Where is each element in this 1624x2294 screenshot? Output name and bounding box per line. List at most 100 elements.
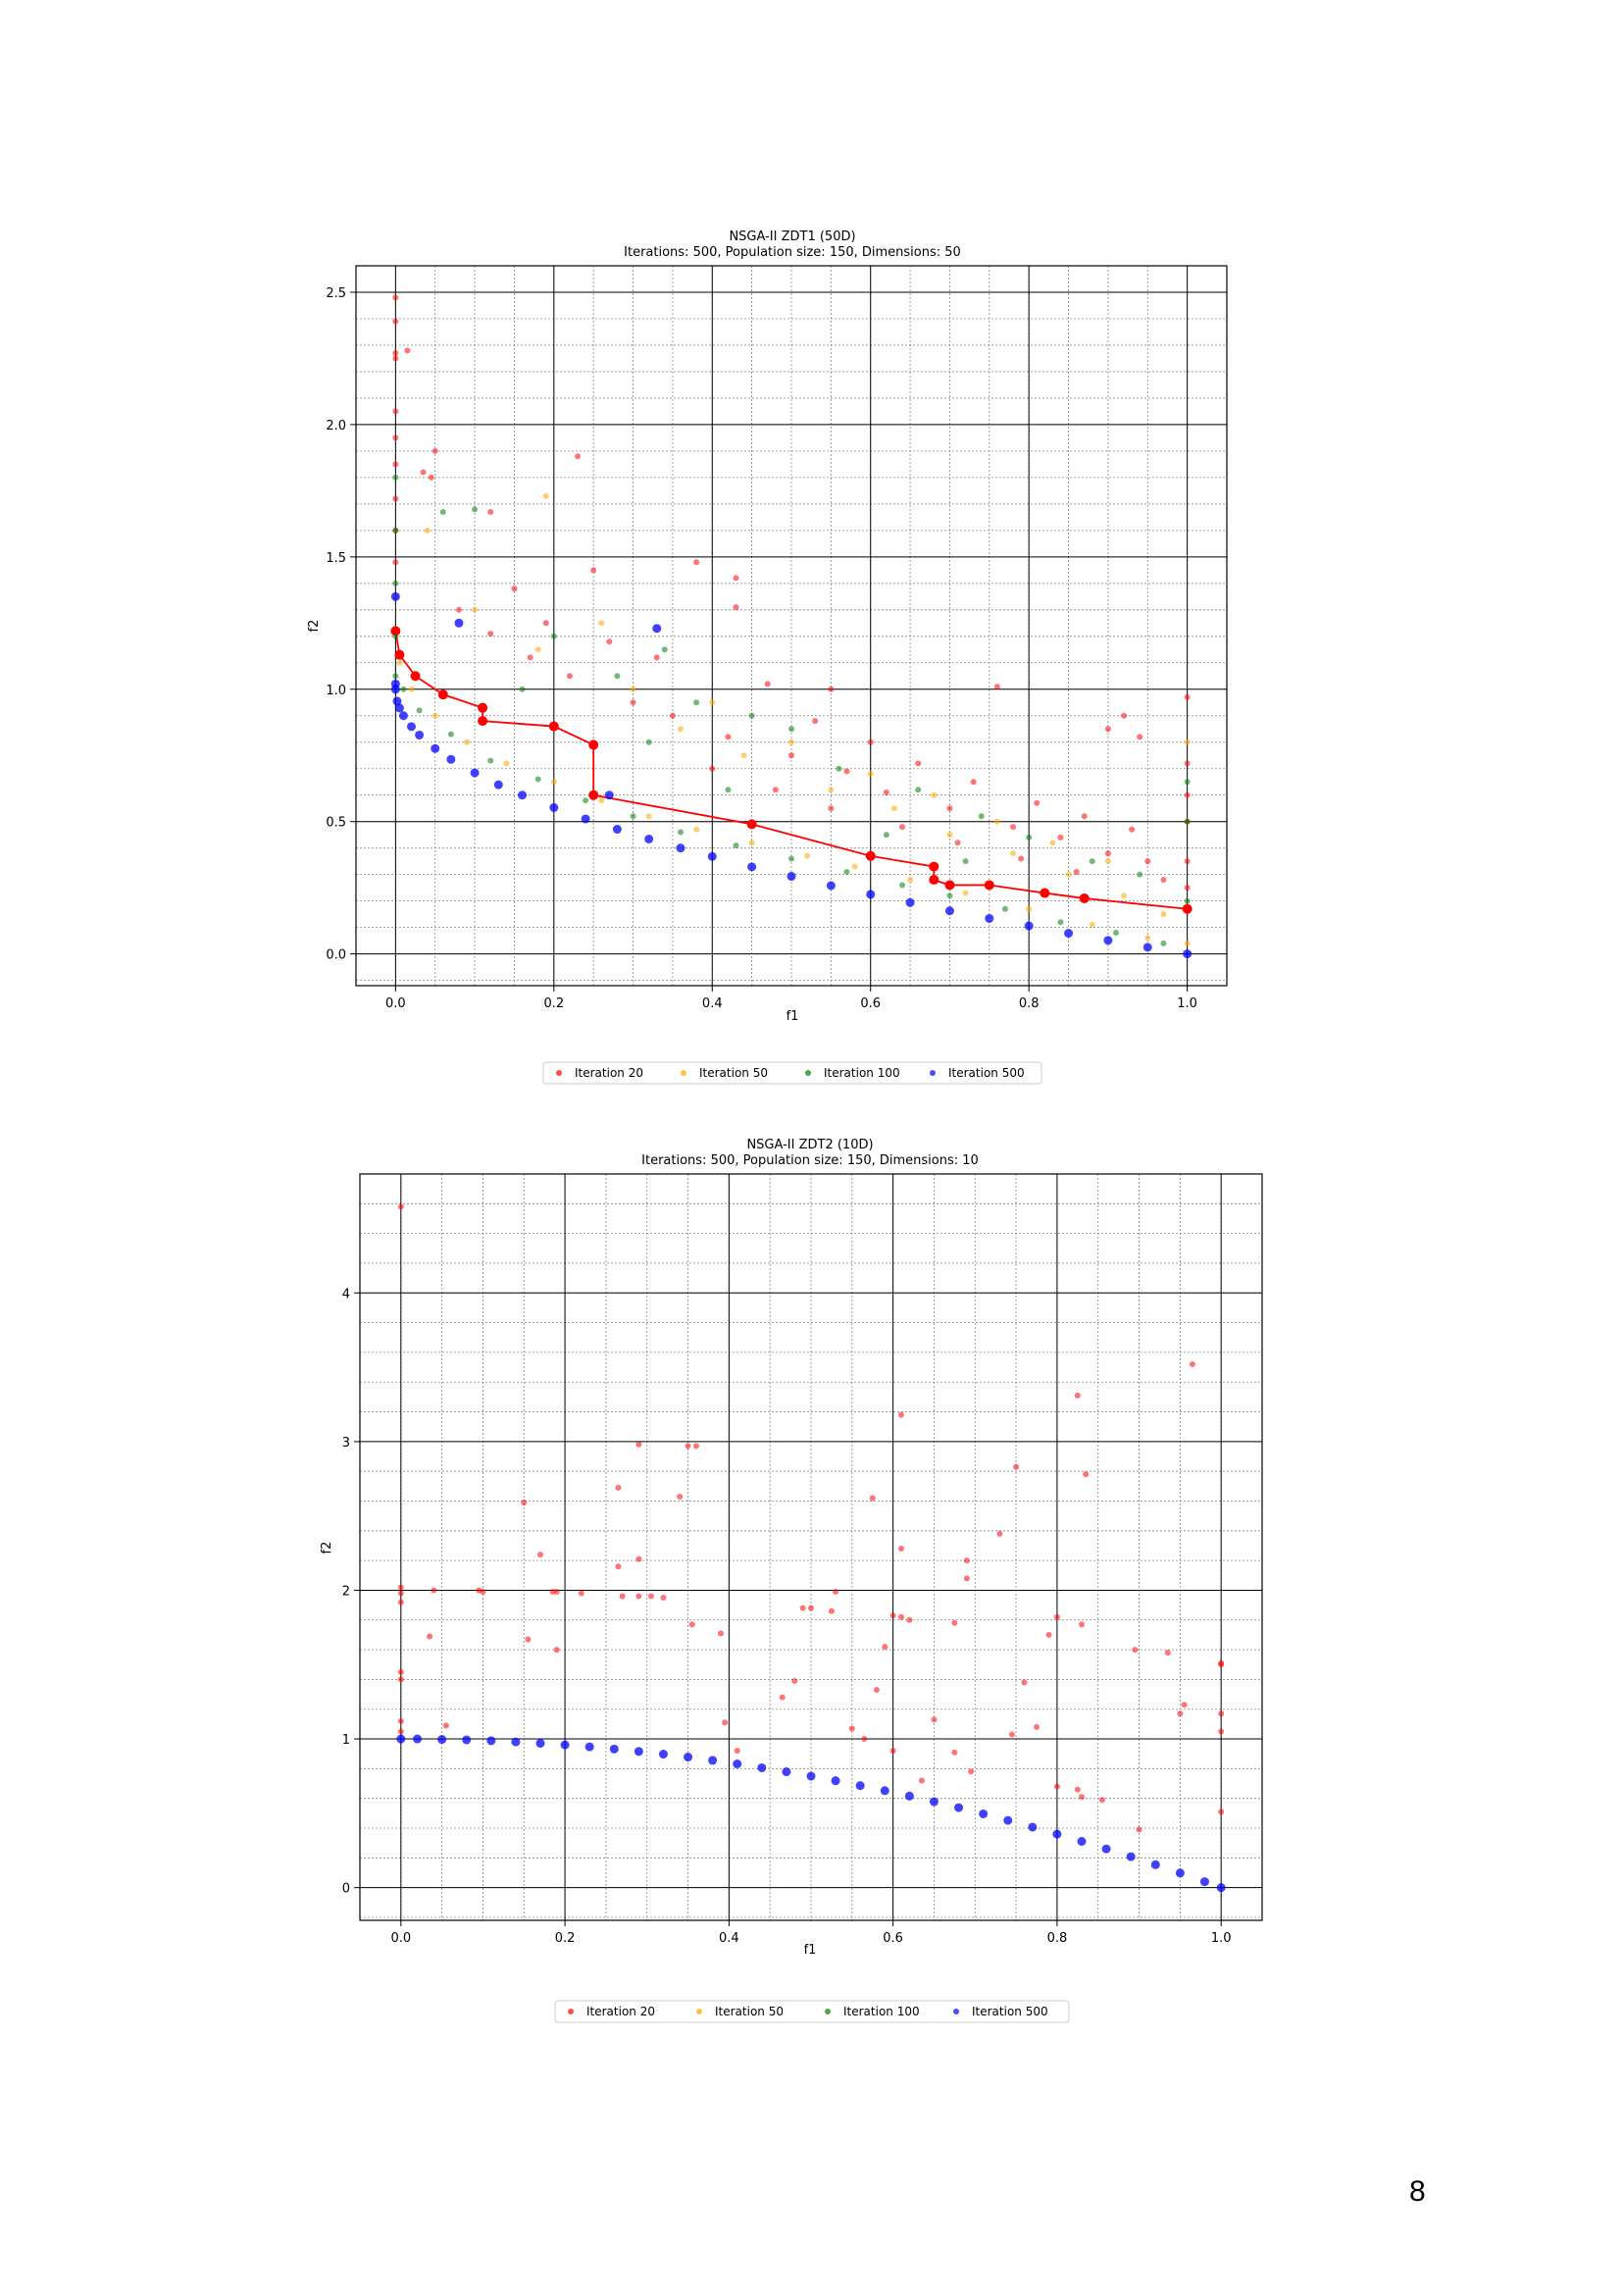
chart-2-legend-label: Iteration 50 [715, 2005, 784, 2018]
chart-1-data-point [899, 882, 906, 889]
chart-1-front-point [1079, 892, 1090, 903]
chart-1-data-point [1184, 858, 1191, 865]
chart-1-data-point [527, 654, 533, 661]
chart-1-data-point [954, 840, 961, 846]
chart-1-front-point [437, 689, 448, 700]
chart-1-ylabel: f2 [307, 620, 322, 633]
chart-1-data-point [843, 768, 850, 775]
chart-1-data-point [1081, 813, 1088, 820]
chart-1-data-point [1142, 943, 1152, 952]
chart-1-data-point [431, 712, 438, 719]
chart-1-data-point [905, 897, 915, 907]
chart-2-data-point [553, 1588, 560, 1595]
chart-2-data-point [660, 1595, 667, 1602]
chart-1-front-point [746, 819, 757, 830]
chart-1-data-point [1026, 834, 1033, 841]
chart-1-ytick-label: 2.0 [326, 419, 346, 433]
chart-1-data-point [1024, 921, 1034, 931]
chart-2-data-point [442, 1722, 449, 1729]
chart-2-data-point [1074, 1392, 1081, 1399]
chart-1-legend-label: Iteration 50 [699, 1066, 768, 1080]
chart-1-xtick-label: 0.2 [543, 996, 564, 1011]
chart-2-data-point [684, 1753, 693, 1762]
chart-1-data-point [677, 726, 684, 733]
chart-1-data-point [519, 686, 526, 692]
chart-1-data-point [606, 638, 613, 645]
chart-2-data-point [1074, 1786, 1081, 1793]
chart-1-data-point [612, 825, 622, 835]
chart-1-data-point [931, 791, 938, 798]
chart-1-data-point [1184, 760, 1191, 767]
chart-2-data-point [1218, 1809, 1225, 1815]
chart-2-data-point [806, 1771, 816, 1781]
chart-1-data-point [542, 492, 549, 499]
chart-1-data-point [487, 508, 494, 515]
chart-1-data-point [772, 787, 779, 793]
chart-1-legend-box [542, 1061, 1042, 1085]
chart-2-ytick-label: 4 [342, 1287, 350, 1301]
chart-1-data-point [431, 743, 440, 753]
chart-1-data-point [614, 673, 621, 680]
chart-2-data-point [1164, 1650, 1171, 1657]
chart-1-front-point [478, 716, 488, 727]
chart-1-data-point [392, 294, 399, 301]
chart-2-data-point [1021, 1679, 1028, 1686]
chart-1-front-point [1182, 903, 1193, 914]
chart-2-data-point [1077, 1837, 1087, 1847]
chart-1-data-point [733, 604, 739, 611]
chart-1-data-point [590, 567, 597, 574]
chart-2-data-point [635, 1593, 642, 1600]
chart-1-ytick-label: 0.0 [326, 948, 346, 963]
chart-1-data-point [407, 722, 417, 732]
chart-2-data-point [1045, 1631, 1052, 1638]
chart-2-data-point [828, 1607, 835, 1614]
chart-2-legend-marker [825, 2009, 831, 2014]
chart-1-plot-frame [355, 265, 1228, 987]
chart-2-data-point [963, 1557, 970, 1564]
chart-1-data-point [867, 771, 874, 778]
chart-1-data-point [404, 347, 411, 354]
chart-1-data-point [487, 631, 494, 637]
chart-1-data-point [1184, 897, 1191, 904]
chart-1-data-point [836, 765, 842, 772]
chart-2-xtick-label: 0.2 [555, 1931, 576, 1946]
chart-1-data-point [740, 752, 747, 759]
chart-2-xtick-label: 0.6 [883, 1931, 903, 1946]
chart-2-data-point [1079, 1621, 1085, 1628]
chart-1-data-point [493, 780, 503, 790]
chart-2-ytick-label: 0 [342, 1882, 350, 1897]
chart-1-data-point [1089, 858, 1095, 865]
chart-zdt1: NSGA-II ZDT1 (50D) Iterations: 500, Popu… [307, 229, 1228, 1085]
chart-2-data-point [634, 1747, 643, 1757]
chart-1-front-point [390, 626, 401, 637]
chart-2-data-point [615, 1484, 622, 1491]
chart-2-xtick-label: 0.8 [1047, 1931, 1068, 1946]
chart-1-front-line [394, 631, 1188, 910]
chart-1-data-point [408, 686, 415, 692]
chart-2-data-point [1053, 1613, 1060, 1620]
chart-1-data-point [993, 818, 1000, 825]
chart-1-data-point [970, 779, 977, 786]
chart-1-data-point [446, 754, 456, 764]
chart-1-xlabel: f1 [787, 1009, 799, 1024]
chart-2-data-point [898, 1613, 904, 1620]
chart-1-data-point [747, 862, 757, 872]
chart-1-data-point [1104, 726, 1111, 733]
chart-1-data-point [946, 892, 953, 899]
chart-2-legend: Iteration 20 Iteration 50 Iteration 100 Ite… [554, 2000, 1070, 2023]
chart-2-data-point [808, 1605, 814, 1611]
chart-2-data-point [480, 1588, 486, 1595]
chart-1-data-point [447, 731, 454, 738]
chart-1-legend-marker [805, 1070, 811, 1076]
chart-2-data-point [397, 1676, 404, 1683]
chart-2-data-point [486, 1736, 496, 1746]
chart-1-series-iteration-100 [392, 474, 1191, 946]
chart-2-ytick-label: 1 [342, 1733, 350, 1748]
chart-1-data-point [566, 673, 573, 680]
chart-1-front-point [865, 850, 876, 861]
chart-1-data-point [455, 606, 462, 613]
chart-2-data-point [1008, 1731, 1015, 1738]
chart-2-data-point [1218, 1728, 1225, 1735]
chart-2-data-point [1177, 1710, 1184, 1717]
chart-2-data-point [831, 1776, 840, 1786]
